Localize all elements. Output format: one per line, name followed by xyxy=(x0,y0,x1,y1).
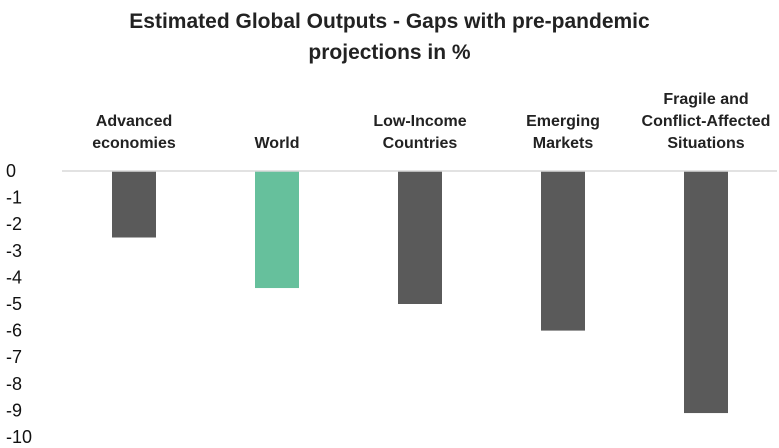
bar-world xyxy=(255,171,299,289)
bar-emerging-markets xyxy=(541,171,585,331)
category-label-line: World xyxy=(254,135,300,152)
y-tick-label: -9 xyxy=(6,400,22,420)
y-tick-label: -5 xyxy=(6,294,22,314)
category-label: Emerging Markets xyxy=(488,111,638,155)
category-label-line: Fragile and xyxy=(663,91,749,108)
category-label-line: Markets xyxy=(532,135,594,152)
y-tick-label: -8 xyxy=(6,374,22,394)
y-tick-label: -7 xyxy=(6,347,22,367)
category-label-line: Emerging xyxy=(526,113,600,130)
category-label-line: economies xyxy=(92,135,176,152)
y-tick-label: -3 xyxy=(6,241,22,261)
category-label: Fragile and Conflict-Affected Situations xyxy=(631,89,779,155)
bar-advanced-economies xyxy=(112,171,156,238)
bar-low-income-countries xyxy=(398,171,442,304)
y-tick-label: -2 xyxy=(6,214,22,234)
y-tick-label: 0 xyxy=(6,161,16,181)
bar-fragile-and-conflict-affected-situations xyxy=(684,171,728,414)
category-label: World xyxy=(202,133,352,155)
category-label-line: Conflict-Affected xyxy=(641,113,771,130)
category-label-line: Low-Income xyxy=(373,113,467,130)
category-label-line: Situations xyxy=(667,135,745,152)
y-tick-label: -6 xyxy=(6,321,22,341)
y-tick-label: -4 xyxy=(6,267,22,287)
category-label: Advanced economies xyxy=(59,111,209,155)
category-label: Low-Income Countries xyxy=(345,111,495,155)
y-tick-label: -10 xyxy=(6,427,32,447)
chart-title-line-2: projections in % xyxy=(308,41,471,64)
chart-title-line-1: Estimated Global Outputs - Gaps with pre… xyxy=(129,10,650,33)
y-tick-label: -1 xyxy=(6,188,22,208)
category-label-line: Advanced xyxy=(95,113,173,130)
category-label-line: Countries xyxy=(382,135,458,152)
